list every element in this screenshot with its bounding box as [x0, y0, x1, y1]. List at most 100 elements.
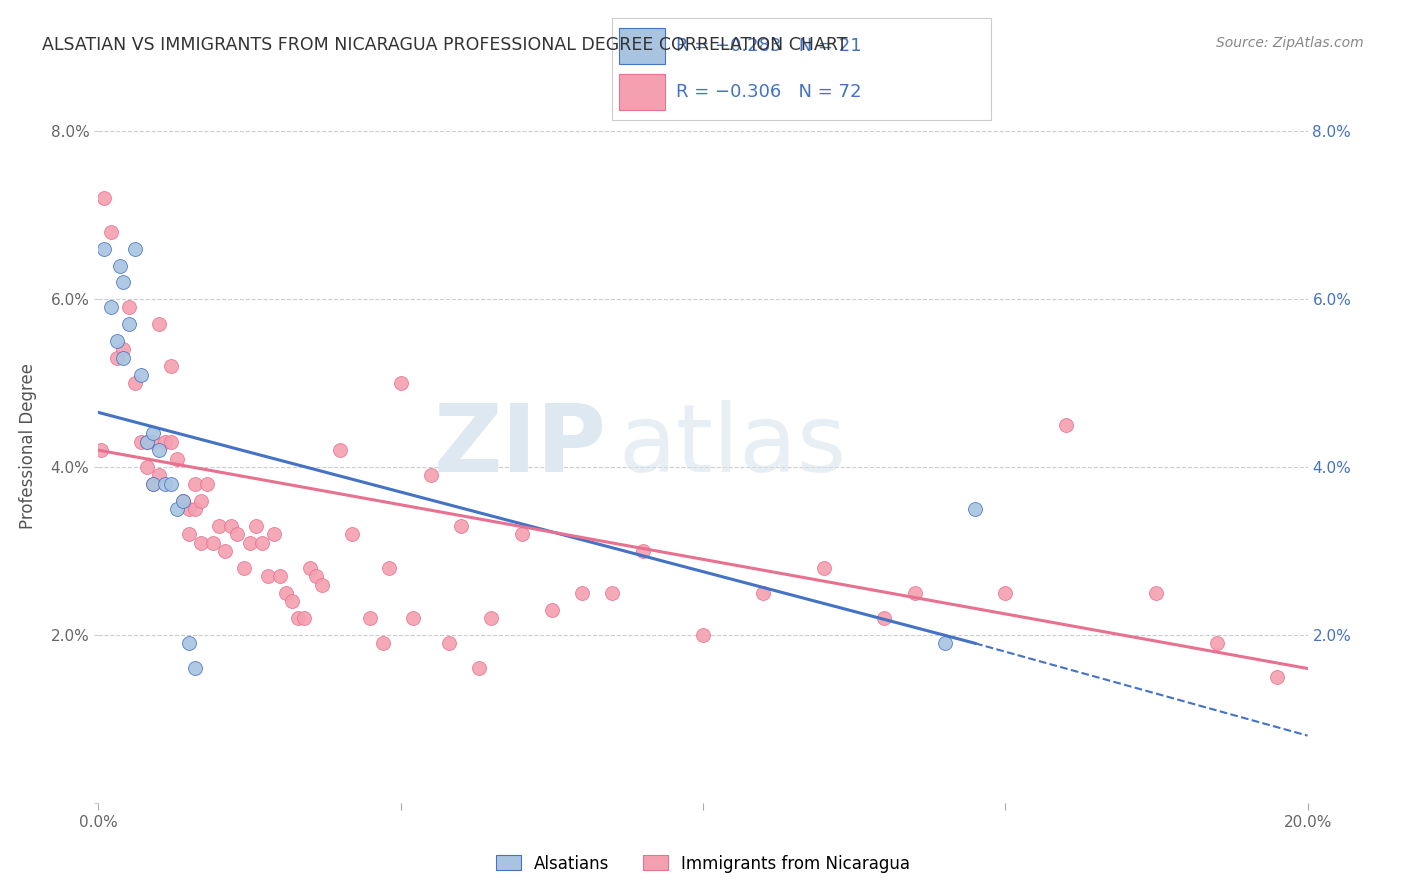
Point: [214, 544, 236, 558]
Point: [287, 611, 309, 625]
Point: [342, 527, 364, 541]
Point: [166, 451, 188, 466]
Point: [232, 560, 254, 574]
Point: [934, 636, 956, 650]
Point: [873, 611, 896, 625]
Point: [100, 225, 122, 239]
Point: [510, 527, 533, 541]
Point: [179, 502, 201, 516]
Point: [153, 434, 176, 449]
Point: [226, 527, 249, 541]
Point: [208, 518, 231, 533]
Point: [129, 368, 152, 382]
Point: [245, 518, 267, 533]
Point: [142, 476, 165, 491]
Point: [813, 560, 835, 574]
Point: [692, 628, 714, 642]
Point: [179, 527, 201, 541]
FancyBboxPatch shape: [619, 29, 665, 64]
Point: [190, 535, 212, 549]
Point: [299, 560, 322, 574]
Point: [274, 586, 297, 600]
Point: [904, 586, 927, 600]
Point: [371, 636, 394, 650]
Point: [90, 443, 112, 458]
Point: [190, 493, 212, 508]
Point: [142, 434, 165, 449]
Point: [142, 476, 165, 491]
Point: [135, 460, 157, 475]
Point: [571, 586, 593, 600]
Point: [389, 376, 412, 390]
Point: [602, 586, 624, 600]
Point: [166, 502, 188, 516]
Point: [221, 518, 243, 533]
Legend: Alsatians, Immigrants from Nicaragua: Alsatians, Immigrants from Nicaragua: [489, 848, 917, 880]
Point: [160, 476, 183, 491]
Point: [153, 476, 176, 491]
Point: [118, 318, 141, 332]
Point: [994, 586, 1017, 600]
Point: [93, 242, 115, 256]
Point: [1054, 417, 1077, 432]
Point: [93, 191, 115, 205]
Point: [631, 544, 654, 558]
Point: [160, 434, 183, 449]
Point: [1144, 586, 1167, 600]
Text: ALSATIAN VS IMMIGRANTS FROM NICARAGUA PROFESSIONAL DEGREE CORRELATION CHART: ALSATIAN VS IMMIGRANTS FROM NICARAGUA PR…: [42, 36, 848, 54]
Text: atlas: atlas: [619, 400, 846, 492]
Point: [148, 318, 170, 332]
Point: [135, 434, 157, 449]
Point: [965, 502, 987, 516]
Point: [105, 334, 128, 348]
Point: [250, 535, 273, 549]
Point: [148, 443, 170, 458]
Point: [184, 502, 207, 516]
Point: [124, 376, 146, 390]
Text: ZIP: ZIP: [433, 400, 606, 492]
Point: [269, 569, 291, 583]
Point: [129, 434, 152, 449]
Point: [172, 493, 194, 508]
Text: Source: ZipAtlas.com: Source: ZipAtlas.com: [1216, 36, 1364, 50]
Point: [105, 351, 128, 365]
Point: [468, 661, 491, 675]
Point: [540, 603, 562, 617]
FancyBboxPatch shape: [619, 74, 665, 110]
Point: [402, 611, 425, 625]
Point: [184, 476, 207, 491]
Point: [256, 569, 278, 583]
Point: [195, 476, 218, 491]
Point: [292, 611, 315, 625]
Point: [179, 636, 201, 650]
Point: [142, 426, 165, 441]
Point: [1267, 670, 1289, 684]
Point: [377, 560, 399, 574]
Point: [420, 468, 443, 483]
Point: [135, 434, 157, 449]
Point: [108, 259, 131, 273]
Point: [1206, 636, 1229, 650]
Point: [100, 301, 122, 315]
Point: [118, 301, 141, 315]
Point: [311, 577, 333, 591]
Point: [172, 493, 194, 508]
Point: [124, 242, 146, 256]
Point: [263, 527, 285, 541]
Point: [752, 586, 775, 600]
Point: [111, 343, 134, 357]
Point: [148, 468, 170, 483]
Y-axis label: Professional Degree: Professional Degree: [18, 363, 37, 529]
Point: [239, 535, 262, 549]
Point: [111, 351, 134, 365]
Text: R = −0.306   N = 72: R = −0.306 N = 72: [676, 83, 862, 101]
Point: [450, 518, 472, 533]
Point: [202, 535, 225, 549]
Point: [111, 275, 134, 289]
Point: [481, 611, 503, 625]
Point: [305, 569, 328, 583]
Text: R = −0.283   N = 21: R = −0.283 N = 21: [676, 37, 862, 54]
Point: [437, 636, 460, 650]
Point: [184, 661, 207, 675]
Point: [329, 443, 352, 458]
